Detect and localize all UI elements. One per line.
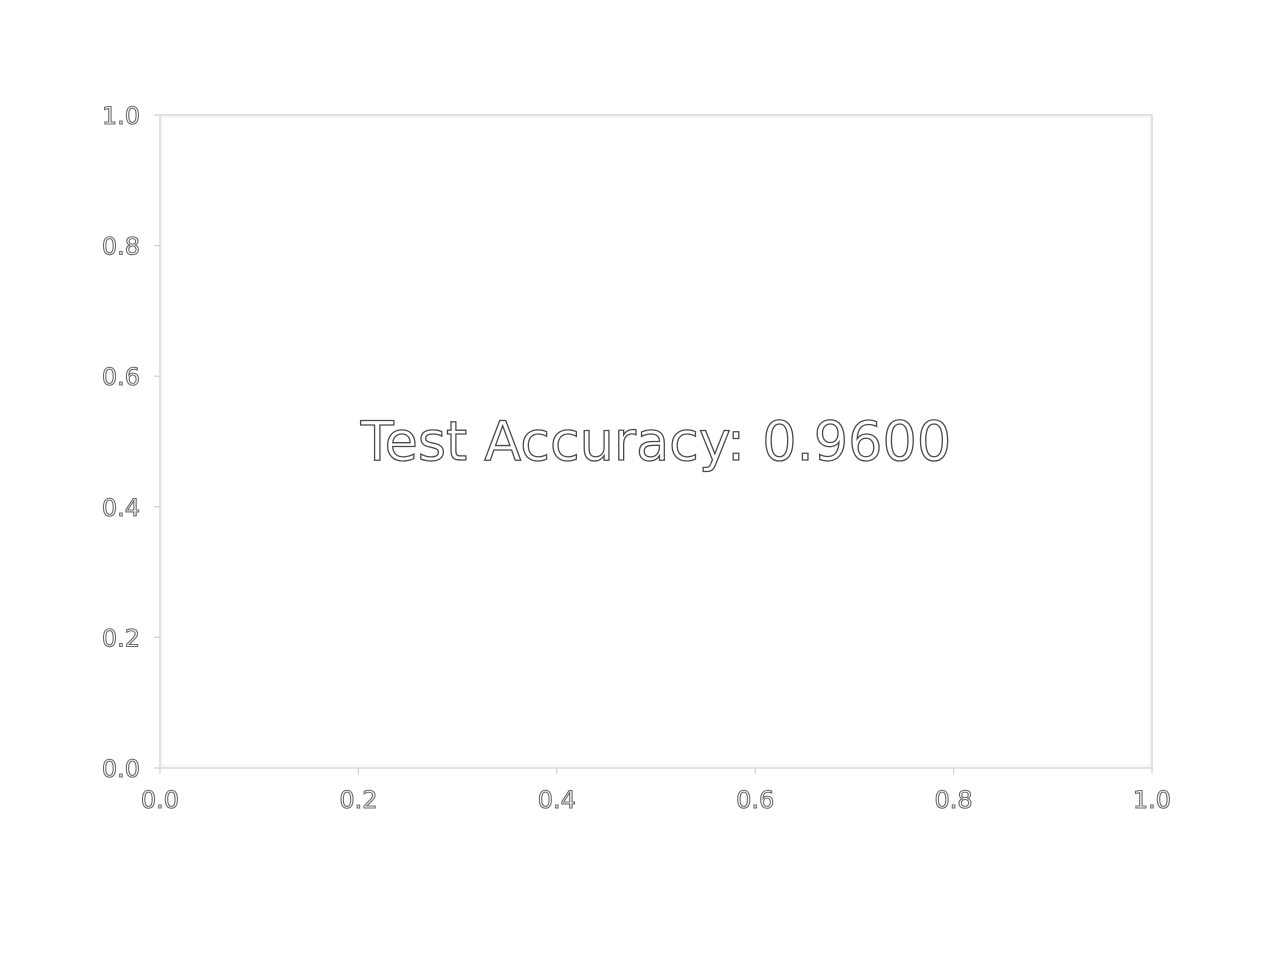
y-tick-label: 0.2 [102,624,140,652]
plot-area-inner-border [161,116,1151,767]
y-tick-label: 0.0 [102,755,140,783]
x-tick-label: 0.8 [935,786,973,814]
accuracy-annotation: Test Accuracy: 0.9600 [360,410,951,473]
x-tick-label: 0.4 [538,786,576,814]
plot-area [159,114,1153,769]
y-axis: 0.0 0.2 0.4 0.6 0.8 1.0 [101,101,160,784]
y-tick-label: 0.4 [102,494,140,522]
x-tick-label: 0.2 [339,786,377,814]
annotations: Test Accuracy: 0.9600 [359,409,952,473]
y-tick-label: 1.0 [102,102,140,130]
y-tick-label: 0.8 [102,233,140,261]
x-tick-label: 0.0 [141,786,179,814]
x-tick-label: 0.6 [736,786,774,814]
x-axis: 0.0 0.2 0.4 0.6 0.8 1.0 [140,768,1172,815]
y-tick-label: 0.6 [102,363,140,391]
x-tick-label: 1.0 [1133,786,1171,814]
